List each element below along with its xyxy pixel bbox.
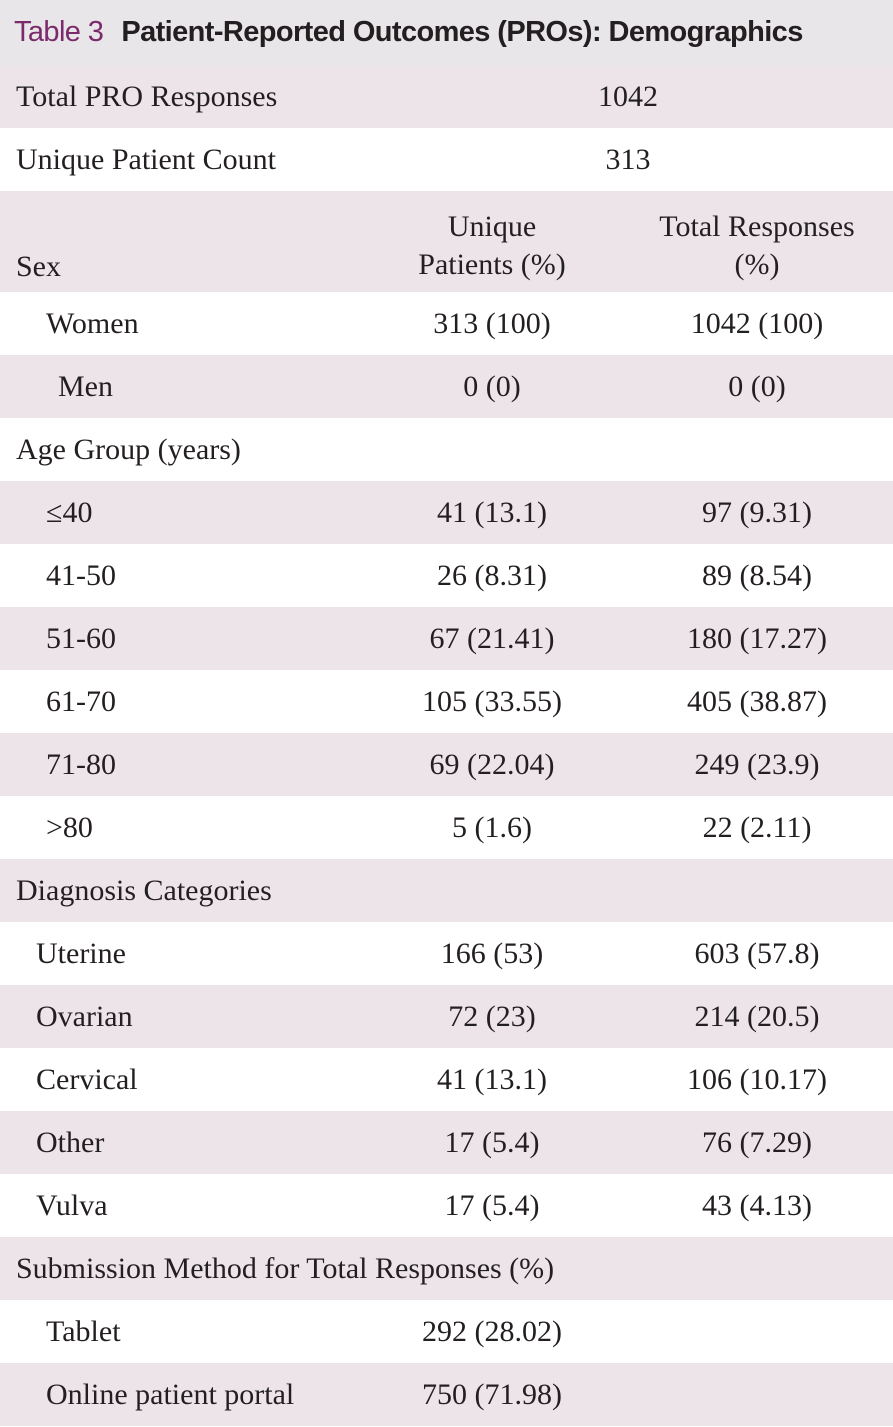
row-label: 51-60 — [46, 621, 116, 655]
row-label: Uterine — [36, 936, 126, 970]
cell-value: 750 (71.98) — [422, 1377, 562, 1411]
table-title: Patient-Reported Outcomes (PROs): Demogr… — [121, 16, 803, 48]
table-row: Tablet 292 (28.02) — [0, 1300, 893, 1363]
cell-value: 405 (38.87) — [687, 684, 827, 718]
row-label: 71-80 — [46, 747, 116, 781]
table-row: Age Group (years) — [0, 418, 893, 481]
table-row: Online patient portal 750 (71.98) — [0, 1363, 893, 1426]
cell-value: 72 (23) — [448, 999, 536, 1033]
table-row: Diagnosis Categories — [0, 859, 893, 922]
row-label: Cervical — [36, 1062, 138, 1096]
table-row: 61-70 105 (33.55) 405 (38.87) — [0, 670, 893, 733]
cell-value: 106 (10.17) — [687, 1062, 827, 1096]
table-row: Sex Unique Patients (%) Total Responses (%… — [0, 191, 893, 292]
column-header: Unique Patients (%) — [418, 210, 566, 281]
cell-value: 69 (22.04) — [429, 747, 555, 781]
table-row: Women 313 (100) 1042 (100) — [0, 292, 893, 355]
table-row: Submission Method for Total Responses (%… — [0, 1237, 893, 1300]
row-label: 61-70 — [46, 684, 116, 718]
table-row: Ovarian 72 (23) 214 (20.5) — [0, 985, 893, 1048]
column-header: Total Responses (%) — [659, 210, 855, 281]
table-row: 41-50 26 (8.31) 89 (8.54) — [0, 544, 893, 607]
table-row: 71-80 69 (22.04) 249 (23.9) — [0, 733, 893, 796]
cell-value: 97 (9.31) — [702, 495, 812, 529]
section-label: Sex — [16, 250, 61, 283]
cell-value: 76 (7.29) — [702, 1125, 812, 1159]
row-label: Unique Patient Count — [16, 142, 276, 176]
table-row: Other 17 (5.4) 76 (7.29) — [0, 1111, 893, 1174]
row-label: Tablet — [46, 1314, 121, 1348]
row-label: 41-50 — [46, 558, 116, 592]
cell-value: 41 (13.1) — [437, 495, 547, 529]
row-label: Vulva — [36, 1188, 108, 1222]
row-label: Other — [36, 1125, 105, 1159]
cell-value: 214 (20.5) — [694, 999, 820, 1033]
cell-value: 166 (53) — [440, 936, 544, 970]
table-row: Unique Patient Count 313 — [0, 128, 893, 191]
row-label: Online patient portal — [46, 1377, 295, 1411]
cell-value: 26 (8.31) — [437, 558, 547, 592]
cell-value: 105 (33.55) — [422, 684, 562, 718]
row-label: >80 — [46, 810, 93, 844]
cell-value: 1042 (100) — [690, 306, 824, 340]
table-row: >80 5 (1.6) 22 (2.11) — [0, 796, 893, 859]
table-row: Men 0 (0) 0 (0) — [0, 355, 893, 418]
row-label: ≤40 — [46, 495, 93, 529]
cell-value: 41 (13.1) — [437, 1062, 547, 1096]
table-row: ≤40 41 (13.1) 97 (9.31) — [0, 481, 893, 544]
cell-value: 17 (5.4) — [444, 1125, 540, 1159]
cell-value: 43 (4.13) — [702, 1188, 812, 1222]
row-label: Ovarian — [36, 999, 133, 1033]
table-row: Vulva 17 (5.4) 43 (4.13) — [0, 1174, 893, 1237]
cell-value: 292 (28.02) — [422, 1314, 562, 1348]
section-label: Age Group (years) — [16, 432, 241, 466]
cell-value: 249 (23.9) — [694, 747, 820, 781]
table-header: Table 3 Patient-Reported Outcomes (PROs)… — [0, 0, 893, 65]
table-row: Cervical 41 (13.1) 106 (10.17) — [0, 1048, 893, 1111]
cell-value: 17 (5.4) — [444, 1188, 540, 1222]
section-label: Diagnosis Categories — [16, 873, 272, 907]
cell-value: 22 (2.11) — [702, 810, 812, 844]
cell-value: 313 — [605, 142, 651, 176]
section-label: Submission Method for Total Responses (%… — [16, 1251, 555, 1285]
cell-value: 0 (0) — [728, 369, 786, 403]
cell-value: 5 (1.6) — [452, 810, 532, 844]
table-row: 51-60 67 (21.41) 180 (17.27) — [0, 607, 893, 670]
row-label: Women — [46, 306, 139, 340]
cell-value: 180 (17.27) — [687, 621, 827, 655]
table-row: Total PRO Responses 1042 — [0, 65, 893, 128]
cell-value: 0 (0) — [463, 369, 521, 403]
row-label: Men — [58, 369, 113, 403]
cell-value: 1042 — [598, 79, 658, 113]
cell-value: 89 (8.54) — [702, 558, 812, 592]
table-number: Table 3 — [14, 16, 104, 48]
cell-value: 67 (21.41) — [429, 621, 555, 655]
cell-value: 313 (100) — [433, 306, 551, 340]
row-label: Total PRO Responses — [16, 79, 278, 113]
cell-value: 603 (57.8) — [694, 936, 820, 970]
table-body: Total PRO Responses 1042 Unique Patient Co… — [0, 65, 893, 1426]
table-row: Uterine 166 (53) 603 (57.8) — [0, 922, 893, 985]
